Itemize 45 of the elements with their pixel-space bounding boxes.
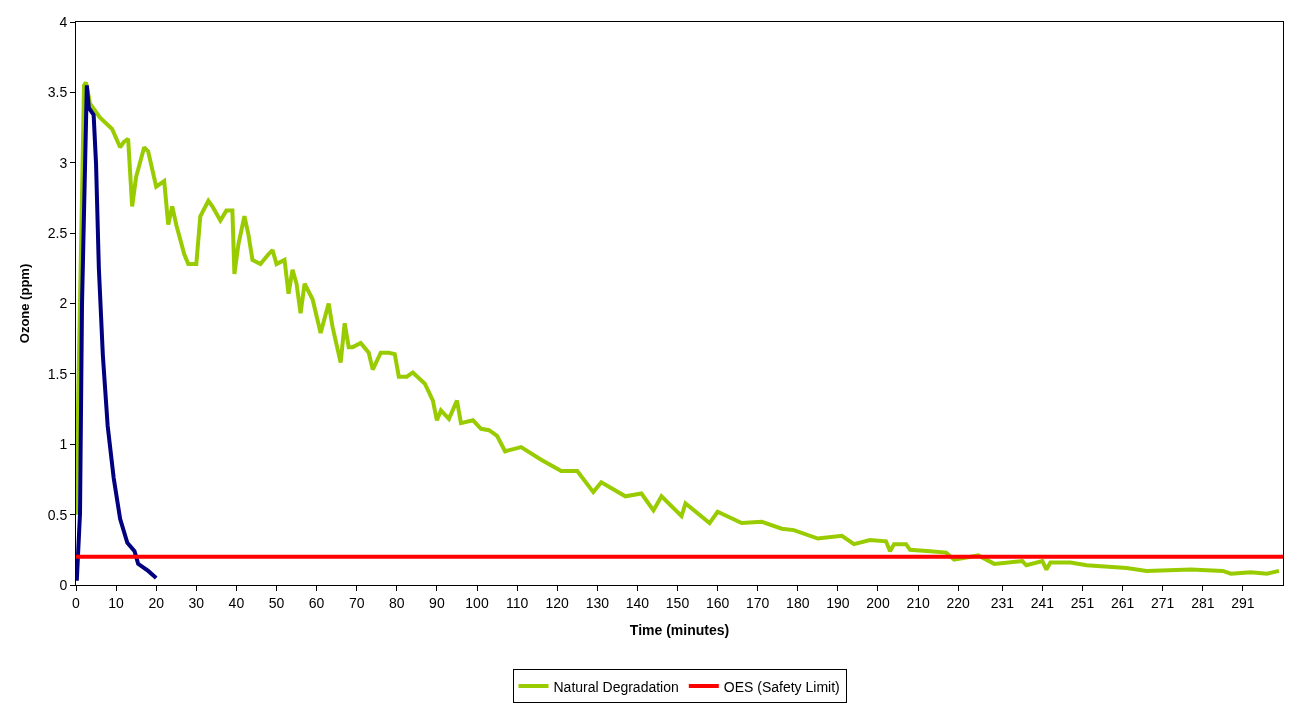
x-tick-label: 90 xyxy=(429,594,445,611)
x-tick-label: 70 xyxy=(348,594,365,611)
y-tick-label: 3 xyxy=(59,154,68,171)
x-tick-label: 110 xyxy=(505,594,529,611)
x-tick-label: 190 xyxy=(826,594,850,611)
x-tick-label: 150 xyxy=(665,594,690,611)
y-axis-title: Ozone (ppm) xyxy=(16,263,32,344)
line-series xyxy=(76,83,159,583)
x-tick-label: 130 xyxy=(585,594,610,611)
x-tick-label: 180 xyxy=(786,594,810,611)
x-tick-label: 0 xyxy=(72,594,81,611)
x-tick-label: 231 xyxy=(990,594,1015,611)
x-tick-label: 251 xyxy=(1070,594,1095,611)
legend-label: Natural Degradation xyxy=(553,678,679,695)
y-tick-label: 4 xyxy=(59,13,68,30)
line-series xyxy=(76,80,1281,576)
y-tick-label: 0 xyxy=(59,576,68,593)
x-tick-label: 40 xyxy=(228,594,245,611)
x-tick-label: 291 xyxy=(1231,594,1255,611)
x-tick-label: 200 xyxy=(866,594,890,611)
x-tick-label: 170 xyxy=(746,594,770,611)
x-tick-label: 281 xyxy=(1191,594,1215,611)
x-tick-label: 100 xyxy=(465,594,489,611)
y-tick-label: 3.5 xyxy=(47,84,68,101)
x-tick-label: 50 xyxy=(268,594,285,611)
x-tick-label: 220 xyxy=(946,594,971,611)
x-tick-label: 120 xyxy=(545,594,570,611)
x-tick-label: 160 xyxy=(705,594,730,611)
x-tick-label: 60 xyxy=(308,594,325,611)
x-tick-label: 10 xyxy=(108,594,125,611)
y-tick-label: 2 xyxy=(59,295,68,312)
y-tick-label: 1.5 xyxy=(47,365,68,382)
x-tick-label: 241 xyxy=(1030,594,1055,611)
y-tick-label: 2.5 xyxy=(47,225,68,242)
x-tick-label: 20 xyxy=(148,594,165,611)
x-tick-label: 30 xyxy=(188,594,205,611)
x-tick-label: 261 xyxy=(1110,594,1135,611)
x-tick-label: 140 xyxy=(625,594,650,611)
legend-label: OES (Safety Limit) xyxy=(723,678,840,695)
x-tick-label: 271 xyxy=(1151,594,1175,611)
y-tick-label: 0.5 xyxy=(47,506,68,523)
x-tick-label: 210 xyxy=(906,594,930,611)
x-axis-title: Time (minutes) xyxy=(629,622,730,639)
y-tick-label: 1 xyxy=(59,436,68,453)
x-tick-label: 80 xyxy=(389,594,405,611)
